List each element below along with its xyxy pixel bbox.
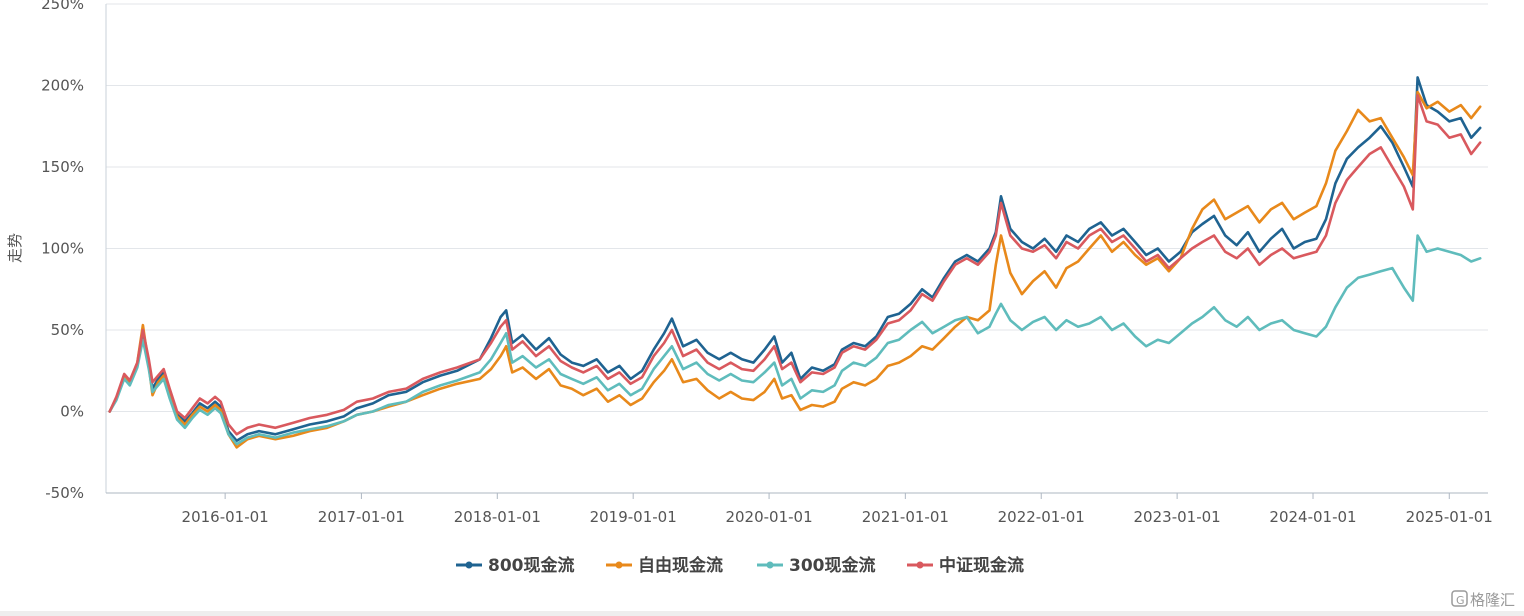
legend-item[interactable]: 中证现金流 xyxy=(907,555,1024,576)
watermark-logo-glyph: G xyxy=(1456,594,1465,607)
legend-item[interactable]: 800现金流 xyxy=(456,555,575,576)
y-tick-label: 150% xyxy=(41,158,84,176)
legend-marker xyxy=(465,561,473,569)
legend-label: 中证现金流 xyxy=(939,555,1024,576)
legend: 800现金流 自由现金流 300现金流 中证现金流 xyxy=(456,555,1024,576)
x-tick-label: 2025-01-01 xyxy=(1406,508,1493,526)
x-tick-label: 2018-01-01 xyxy=(454,508,541,526)
x-tick-label: 2020-01-01 xyxy=(725,508,812,526)
series-layer xyxy=(108,76,1482,449)
x-tick-label: 2017-01-01 xyxy=(318,508,405,526)
y-axis-title: 走势 xyxy=(6,233,24,263)
y-tick-label: 250% xyxy=(41,0,84,13)
x-tick-label: 2016-01-01 xyxy=(182,508,269,526)
y-tick-label: 0% xyxy=(60,403,84,421)
series-line-2 xyxy=(108,90,1482,449)
series-line-1 xyxy=(108,76,1482,443)
y-tick-label: 200% xyxy=(41,77,84,95)
bottom-bar xyxy=(0,611,1524,616)
y-tick-label: 50% xyxy=(51,321,84,339)
x-tick-label: 2022-01-01 xyxy=(998,508,1085,526)
legend-item[interactable]: 自由现金流 xyxy=(606,555,723,576)
x-tick-label: 2024-01-01 xyxy=(1269,508,1356,526)
x-tick-label: 2019-01-01 xyxy=(590,508,677,526)
x-tick-label: 2021-01-01 xyxy=(862,508,949,526)
x-tick-label: 2023-01-01 xyxy=(1134,508,1221,526)
legend-marker xyxy=(615,561,623,569)
legend-item[interactable]: 300现金流 xyxy=(757,555,876,576)
legend-label: 800现金流 xyxy=(488,555,575,576)
series-line-3 xyxy=(108,234,1482,446)
y-tick-label: -50% xyxy=(45,484,84,502)
y-tick-label: 100% xyxy=(41,240,84,258)
legend-label: 300现金流 xyxy=(789,555,876,576)
watermark-logo-icon xyxy=(1451,590,1468,607)
legend-marker xyxy=(916,561,924,569)
series-line-4 xyxy=(108,94,1482,436)
watermark-text: 格隆汇 xyxy=(1470,591,1515,609)
watermark: G 格隆汇 xyxy=(1451,590,1515,609)
legend-label: 自由现金流 xyxy=(638,555,723,576)
axis-layer: -50% 0% 50% 100% 150% 200% 250% 走势 2016-01-01 201… xyxy=(6,0,1493,526)
legend-marker xyxy=(766,561,774,569)
